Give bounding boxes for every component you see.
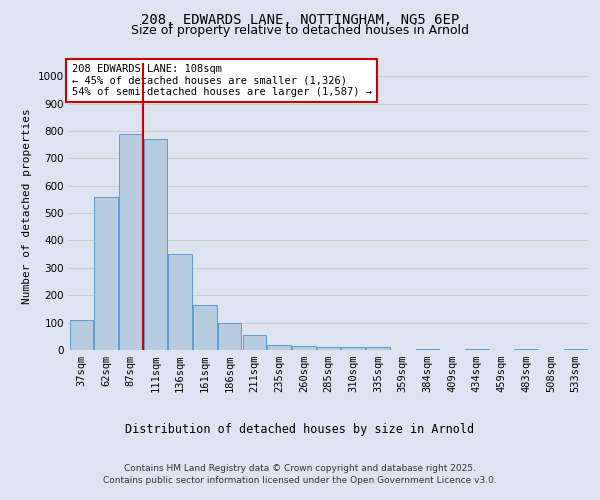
Bar	[169, 254, 192, 350]
Text: Contains HM Land Registry data © Crown copyright and database right 2025.: Contains HM Land Registry data © Crown c…	[124, 464, 476, 473]
Bar	[366, 348, 389, 350]
Bar	[242, 335, 266, 350]
Text: Distribution of detached houses by size in Arnold: Distribution of detached houses by size …	[125, 422, 475, 436]
Bar	[416, 348, 439, 350]
Bar	[119, 134, 143, 350]
Text: 208, EDWARDS LANE, NOTTINGHAM, NG5 6EP: 208, EDWARDS LANE, NOTTINGHAM, NG5 6EP	[141, 12, 459, 26]
Bar	[341, 348, 365, 350]
Bar	[317, 348, 340, 350]
Text: 208 EDWARDS LANE: 108sqm
← 45% of detached houses are smaller (1,326)
54% of sem: 208 EDWARDS LANE: 108sqm ← 45% of detach…	[71, 64, 371, 97]
Bar	[144, 139, 167, 350]
Bar	[94, 196, 118, 350]
Bar	[564, 348, 587, 350]
Bar	[70, 320, 93, 350]
Bar	[514, 348, 538, 350]
Text: Contains public sector information licensed under the Open Government Licence v3: Contains public sector information licen…	[103, 476, 497, 485]
Y-axis label: Number of detached properties: Number of detached properties	[22, 108, 32, 304]
Bar	[268, 344, 291, 350]
Bar	[292, 346, 316, 350]
Bar	[218, 322, 241, 350]
Bar	[193, 305, 217, 350]
Text: Size of property relative to detached houses in Arnold: Size of property relative to detached ho…	[131, 24, 469, 37]
Bar	[465, 348, 488, 350]
